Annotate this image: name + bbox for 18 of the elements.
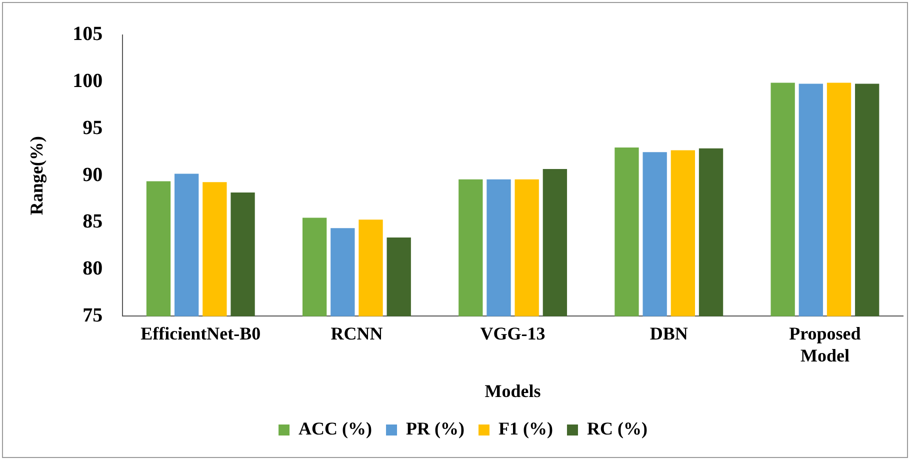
y-tick-label: 105 [72,23,103,46]
x-tick-label: VGG-13 [480,324,546,344]
x-tick-label: Proposed Model [789,324,861,366]
legend-label: PR (%) [406,418,465,439]
legend-label: F1 (%) [498,418,553,439]
y-axis-title: Range(%) [26,136,46,216]
y-tick-label: 90 [82,164,103,186]
legend-label: ACC (%) [298,418,372,439]
x-tick-label: EfficientNet-B0 [140,324,261,344]
x-tick-label: DBN [650,324,688,344]
y-tick-label: 80 [82,258,103,280]
y-tick-label: 85 [82,210,103,233]
x-axis-title: Models [484,380,541,401]
x-tick-label: RCNN [330,324,383,344]
legend-label: RC (%) [586,418,648,439]
y-tick-label: 100 [72,70,103,92]
y-tick-label: 75 [82,304,103,326]
y-tick-label: 95 [82,116,103,139]
